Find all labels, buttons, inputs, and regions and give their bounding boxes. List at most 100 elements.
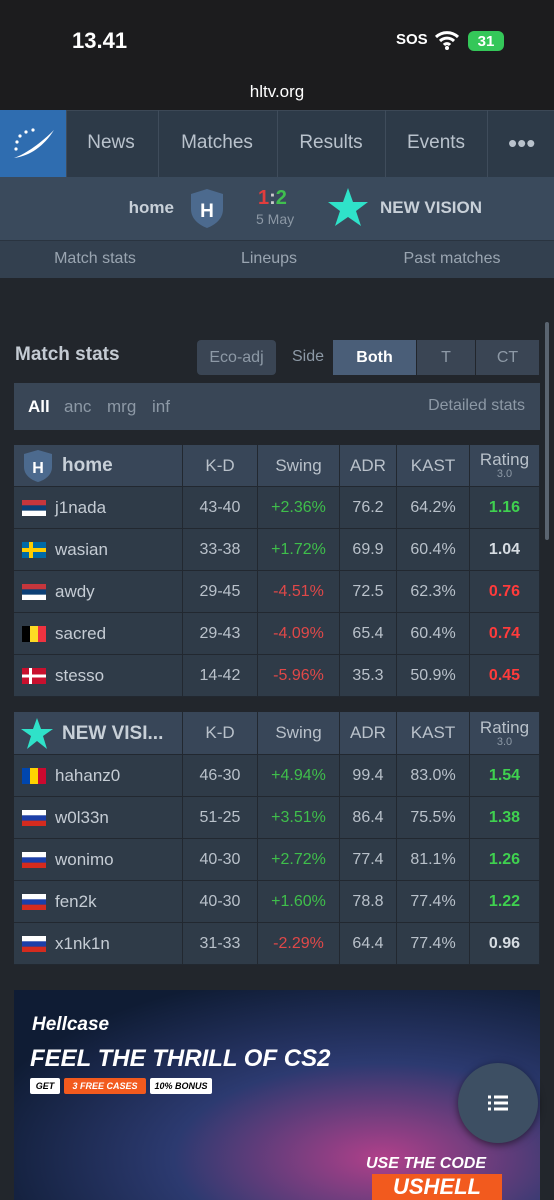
- rating-version: 3.0: [496, 468, 513, 480]
- column-header: Rating 3.0: [470, 445, 540, 487]
- tab[interactable]: Lineups: [240, 250, 298, 267]
- player-name[interactable]: hahanz0: [55, 765, 121, 785]
- stat-cell: 40-30: [183, 881, 258, 923]
- player-name[interactable]: sacred: [55, 623, 107, 643]
- sos: SOS: [396, 31, 428, 48]
- ad-banner[interactable]: [14, 990, 540, 1200]
- score: 1:2: [258, 187, 287, 210]
- player-cell[interactable]: hahanz0: [14, 755, 183, 797]
- column-label: Rating: [479, 717, 530, 737]
- stat-cell: 1.26: [470, 839, 540, 881]
- column-header: Rating 3.0: [470, 712, 540, 755]
- stat-cell: +3.51%: [258, 797, 340, 839]
- player-cell[interactable]: x1nk1n: [14, 923, 183, 965]
- more-menu[interactable]: •••: [508, 128, 536, 158]
- team1-logo: H: [191, 189, 223, 228]
- nav-item[interactable]: Results: [299, 132, 363, 153]
- nav-item[interactable]: Events: [406, 132, 466, 153]
- stat-cell: 35.3: [340, 655, 397, 697]
- player-cell[interactable]: awdy: [14, 571, 183, 613]
- stat-cell: 64.2%: [397, 487, 470, 529]
- match-header: [0, 177, 554, 240]
- player-name[interactable]: w0l33n: [55, 807, 109, 827]
- player-name[interactable]: x1nk1n: [55, 933, 110, 953]
- battery: 31: [468, 31, 504, 51]
- country-flag: [22, 583, 46, 600]
- player-cell[interactable]: fen2k: [14, 881, 183, 923]
- side-button[interactable]: T: [417, 340, 475, 375]
- nav-item[interactable]: News: [87, 132, 135, 153]
- column-label: KAST: [410, 723, 456, 742]
- ad-badge: GET: [30, 1078, 60, 1094]
- player-cell[interactable]: wonimo: [14, 839, 183, 881]
- side-label: Side: [292, 348, 325, 365]
- ad-badge: 10% BONUS: [150, 1078, 212, 1094]
- stat-cell: +1.60%: [258, 881, 340, 923]
- ad-badge: 3 FREE CASES: [64, 1078, 146, 1094]
- stat-cell: 46-30: [183, 755, 258, 797]
- nav-divider: [487, 110, 488, 177]
- player-name[interactable]: j1nada: [55, 497, 107, 517]
- stat-cell: 83.0%: [397, 755, 470, 797]
- floating-menu-button[interactable]: [458, 1063, 538, 1143]
- stat-cell: 0.74: [470, 613, 540, 655]
- stat-cell: 76.2: [340, 487, 397, 529]
- stat-cell: 62.3%: [397, 571, 470, 613]
- player-name[interactable]: stesso: [55, 665, 105, 685]
- team-logo: [21, 718, 53, 749]
- url[interactable]: hltv.org: [249, 82, 305, 101]
- table-header: NEW VISI...: [14, 712, 183, 755]
- list-icon: [488, 1095, 508, 1111]
- team-logo-letter: H: [32, 460, 44, 477]
- team2-name[interactable]: NEW VISION: [380, 198, 483, 217]
- player-cell[interactable]: sacred: [14, 613, 183, 655]
- column-label: ADR: [350, 723, 386, 742]
- stat-cell: 40-30: [183, 839, 258, 881]
- country-flag: [22, 767, 46, 784]
- stat-cell: 29-43: [183, 613, 258, 655]
- stat-cell: 1.22: [470, 881, 540, 923]
- stat-cell: +4.94%: [258, 755, 340, 797]
- logo[interactable]: [0, 110, 66, 177]
- column-header: ADR: [340, 445, 397, 487]
- match-date: 5 May: [256, 211, 295, 227]
- team1-logo-letter: H: [200, 201, 214, 222]
- team-name[interactable]: home: [62, 455, 113, 476]
- stat-cell: 69.9: [340, 529, 397, 571]
- eco-adj-toggle[interactable]: Eco-adj: [197, 340, 276, 375]
- column-header: K-D: [183, 712, 258, 755]
- player-cell[interactable]: wasian: [14, 529, 183, 571]
- stat-cell: -4.51%: [258, 571, 340, 613]
- scrollbar: [545, 322, 549, 540]
- map-filter[interactable]: All: [28, 397, 50, 416]
- player-name[interactable]: awdy: [55, 581, 95, 601]
- stat-cell: 50.9%: [397, 655, 470, 697]
- nav-item[interactable]: Matches: [181, 132, 253, 153]
- team-name[interactable]: NEW VISI...: [62, 722, 164, 744]
- team1-name[interactable]: home: [128, 198, 174, 217]
- stat-cell: +2.36%: [258, 487, 340, 529]
- player-cell[interactable]: w0l33n: [14, 797, 183, 839]
- map-filter[interactable]: anc: [64, 397, 92, 416]
- country-flag: [22, 499, 46, 516]
- detailed-stats[interactable]: Detailed stats: [428, 397, 525, 414]
- column-label: K-D: [205, 455, 235, 475]
- stat-cell: 1.04: [470, 529, 540, 571]
- player-name[interactable]: fen2k: [55, 891, 97, 911]
- map-filter[interactable]: mrg: [107, 397, 137, 416]
- nav-divider: [277, 110, 278, 177]
- stat-cell: -2.29%: [258, 923, 340, 965]
- player-cell[interactable]: j1nada: [14, 487, 183, 529]
- column-label: ADR: [350, 455, 386, 475]
- side-button[interactable]: Both: [333, 340, 416, 375]
- player-name[interactable]: wasian: [55, 539, 108, 559]
- stat-cell: 81.1%: [397, 839, 470, 881]
- player-cell[interactable]: stesso: [14, 655, 183, 697]
- side-button[interactable]: CT: [476, 340, 539, 375]
- tab[interactable]: Past matches: [403, 250, 501, 267]
- player-name[interactable]: wonimo: [55, 849, 114, 869]
- map-filter[interactable]: inf: [152, 397, 170, 416]
- ad-code-label: USE THE CODE: [366, 1155, 487, 1172]
- tab[interactable]: Match stats: [54, 250, 136, 267]
